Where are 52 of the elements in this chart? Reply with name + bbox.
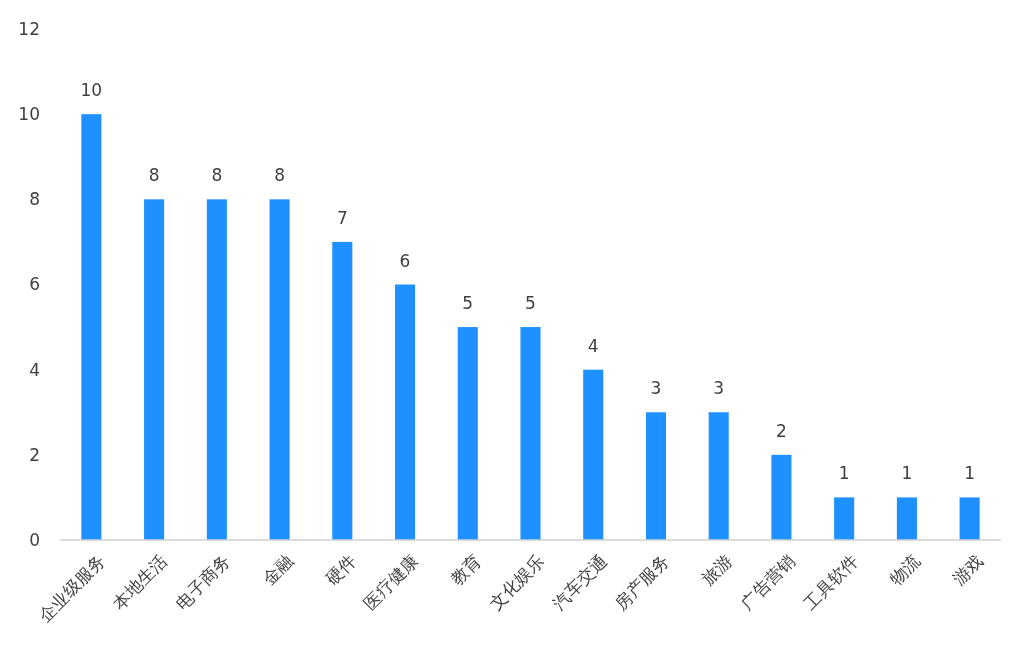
y-tick-label: 4	[29, 359, 40, 380]
x-tick-label: 硬件	[321, 551, 360, 590]
data-label: 1	[838, 463, 850, 484]
bar	[834, 497, 855, 540]
x-tick-label: 旅游	[697, 551, 736, 590]
y-tick-label: 12	[18, 18, 40, 39]
data-label: 8	[274, 165, 285, 186]
bar	[959, 497, 980, 540]
bar	[708, 412, 729, 540]
x-tick-label: 工具软件	[799, 551, 862, 614]
bar	[645, 412, 666, 540]
data-label: 10	[80, 80, 103, 101]
y-tick-label: 10	[18, 104, 40, 125]
y-tick-label: 6	[29, 274, 40, 295]
x-tick-label: 房产服务	[610, 551, 674, 614]
bar	[520, 327, 541, 540]
data-label: 2	[776, 420, 787, 441]
y-tick-label: 2	[29, 444, 40, 465]
x-tick-label: 物流	[885, 551, 925, 590]
bar	[583, 369, 604, 540]
bar	[896, 497, 917, 540]
y-tick-label: 0	[29, 529, 40, 550]
data-label: 5	[462, 293, 474, 314]
data-label: 3	[713, 378, 725, 399]
bar	[395, 284, 416, 540]
bar	[206, 199, 227, 540]
x-tick-label: 金融	[258, 551, 297, 590]
bar	[332, 241, 353, 540]
bar	[81, 114, 102, 540]
data-label: 1	[964, 463, 976, 484]
x-tick-label: 企业级服务	[34, 551, 109, 626]
data-label: 8	[211, 165, 223, 186]
x-tick-label: 汽车交通	[548, 551, 611, 614]
data-label: 1	[901, 463, 913, 484]
x-tick-label: 游戏	[948, 551, 987, 590]
x-tick-label: 本地生活	[109, 551, 172, 614]
bar	[144, 199, 165, 540]
x-tick-label: 电子商务	[171, 551, 235, 614]
bar	[269, 199, 290, 540]
x-tick-label: 文化娱乐	[485, 551, 548, 614]
data-label: 4	[587, 335, 599, 356]
x-tick-label: 广告营销	[736, 551, 799, 614]
data-label: 7	[336, 207, 348, 228]
bar	[771, 454, 792, 540]
data-label: 5	[525, 293, 536, 314]
x-tick-label: 教育	[446, 551, 486, 590]
data-label: 6	[399, 250, 411, 271]
x-tick-label: 医疗健康	[360, 551, 423, 614]
bar	[457, 327, 478, 540]
data-label: 3	[650, 378, 662, 399]
y-tick-label: 8	[29, 189, 40, 210]
data-label: 8	[148, 165, 160, 186]
